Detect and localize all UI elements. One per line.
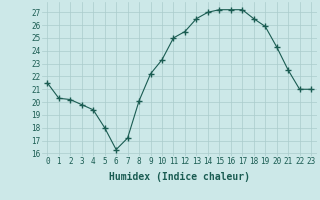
X-axis label: Humidex (Indice chaleur): Humidex (Indice chaleur) (109, 172, 250, 182)
